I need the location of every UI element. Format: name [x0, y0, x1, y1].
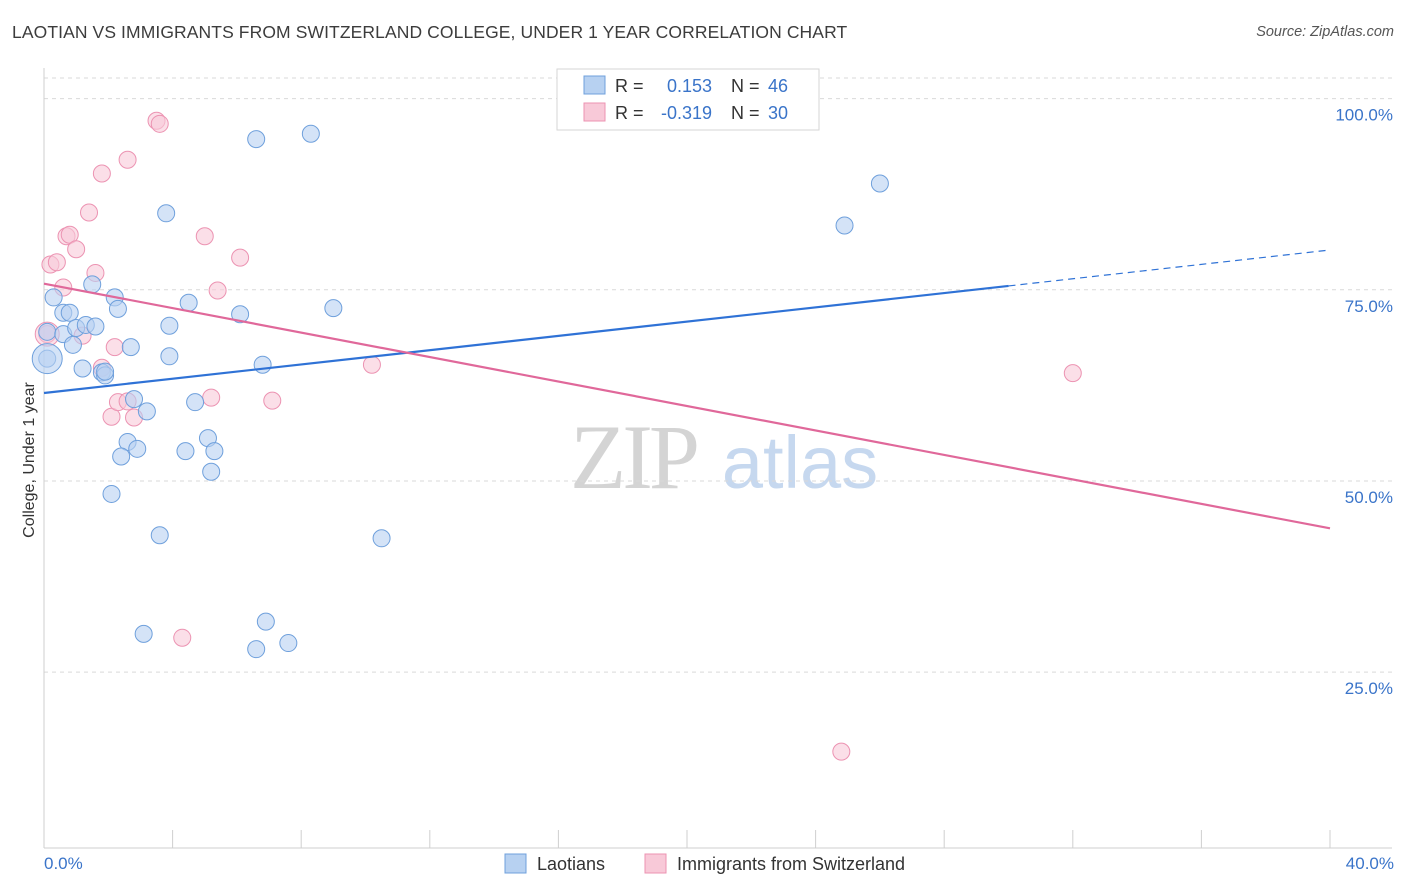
data-point-laotians	[186, 393, 205, 412]
data-point-laotians	[279, 634, 298, 653]
chart-title: LAOTIAN VS IMMIGRANTS FROM SWITZERLAND C…	[12, 22, 848, 42]
trend-line-laotians	[43, 284, 1009, 395]
y-tick-label: 50.0%	[1345, 488, 1393, 507]
data-point-laotians	[247, 130, 266, 149]
data-point-laotians	[202, 462, 221, 481]
data-point-laotians	[253, 355, 272, 374]
series-laotians	[31, 124, 889, 659]
data-point-immigrants-from-switzerland	[173, 628, 192, 647]
data-point-laotians	[231, 305, 250, 324]
y-tick-label: 100.0%	[1335, 106, 1393, 125]
data-point-immigrants-from-switzerland	[67, 240, 86, 259]
series-legend-swatch-laotians	[504, 853, 527, 874]
stats-legend-n-label-2: N =	[731, 103, 765, 123]
data-point-immigrants-from-switzerland	[832, 742, 851, 761]
data-point-laotians	[870, 174, 889, 193]
stats-legend-n-value-2: 30	[768, 103, 788, 123]
series-legend-label-laotians: Laotians	[537, 854, 605, 874]
trend-line-immigrants-from-switzerland	[43, 282, 1331, 530]
data-point-immigrants-from-switzerland	[263, 391, 282, 410]
x-axis-ticks	[43, 830, 1331, 848]
data-point-laotians	[157, 204, 176, 223]
source-label: Source: ZipAtlas.com	[1256, 24, 1394, 40]
data-point-laotians	[102, 484, 121, 503]
stats-legend-swatch-switzerland	[583, 102, 606, 122]
data-point-laotians	[301, 124, 320, 143]
data-point-laotians	[60, 303, 79, 322]
data-point-immigrants-from-switzerland	[80, 203, 99, 222]
data-point-laotians	[112, 447, 131, 466]
data-point-immigrants-from-switzerland	[231, 248, 250, 267]
data-point-laotians	[108, 299, 127, 318]
data-point-immigrants-from-switzerland	[105, 338, 124, 357]
trend-line-laotians-extension	[1008, 249, 1331, 287]
data-point-laotians	[137, 402, 156, 421]
data-point-immigrants-from-switzerland	[150, 114, 169, 133]
x-tick-label-max: 40.0%	[1346, 854, 1394, 873]
data-point-laotians	[176, 442, 195, 461]
y-tick-label: 25.0%	[1345, 679, 1393, 698]
data-point-laotians	[96, 362, 115, 381]
data-point-immigrants-from-switzerland	[208, 281, 227, 300]
data-point-laotians	[247, 640, 266, 659]
stats-legend: R = 0.153 N = 46 R = -0.319 N = 30	[556, 68, 820, 131]
series-legend: Laotians Immigrants from Switzerland	[504, 853, 905, 874]
data-point-laotians	[179, 293, 198, 312]
watermark-atlas: atlas	[722, 421, 878, 504]
data-point-laotians	[73, 359, 92, 378]
series-legend-swatch-switzerland	[644, 853, 667, 874]
gridlines	[44, 77, 1392, 673]
data-point-immigrants-from-switzerland	[202, 388, 221, 407]
stats-legend-swatch-laotians	[583, 75, 606, 95]
data-point-laotians	[125, 390, 144, 409]
watermark-zip: ZIP	[570, 406, 697, 508]
data-point-laotians	[160, 316, 179, 335]
data-point-laotians	[121, 338, 140, 357]
stats-legend-r-label-1: R =	[615, 76, 649, 96]
trend-lines	[43, 249, 1331, 530]
data-point-immigrants-from-switzerland	[118, 150, 137, 169]
data-point-laotians	[63, 335, 82, 354]
y-axis-title: College, Under 1 year	[21, 382, 38, 538]
data-point-immigrants-from-switzerland	[195, 227, 214, 246]
data-point-immigrants-from-switzerland	[47, 253, 66, 272]
data-point-laotians	[38, 322, 57, 341]
data-point-immigrants-from-switzerland	[362, 355, 381, 374]
series-immigrants-from-switzerland	[34, 85, 1082, 761]
data-point-laotians	[44, 288, 63, 307]
y-tick-labels: 25.0% 50.0% 75.0% 100.0%	[1335, 106, 1393, 699]
data-point-laotians	[160, 347, 179, 366]
data-point-laotians	[86, 317, 105, 336]
data-point-laotians-cluster	[31, 343, 63, 375]
data-point-laotians	[128, 439, 147, 458]
data-point-laotians	[150, 526, 169, 545]
data-point-immigrants-from-switzerland	[1063, 364, 1082, 383]
stats-legend-r-value-1: 0.153	[667, 76, 712, 96]
stats-legend-r-value-2: -0.319	[661, 103, 712, 123]
data-point-laotians	[83, 275, 102, 294]
stats-legend-n-value-1: 46	[768, 76, 788, 96]
data-point-laotians	[835, 216, 854, 235]
series-legend-label-switzerland: Immigrants from Switzerland	[677, 854, 905, 874]
x-tick-label-min: 0.0%	[44, 854, 83, 873]
stats-legend-n-label-1: N =	[731, 76, 765, 96]
data-point-laotians	[372, 529, 391, 548]
data-point-laotians	[256, 612, 275, 631]
data-point-laotians	[205, 442, 224, 461]
data-point-laotians	[134, 624, 153, 643]
data-point-immigrants-from-switzerland	[92, 164, 111, 183]
stats-legend-r-label-2: R =	[615, 103, 649, 123]
data-point-laotians	[324, 299, 343, 318]
watermark: ZIP atlas	[570, 406, 878, 508]
y-tick-label: 75.0%	[1345, 297, 1393, 316]
